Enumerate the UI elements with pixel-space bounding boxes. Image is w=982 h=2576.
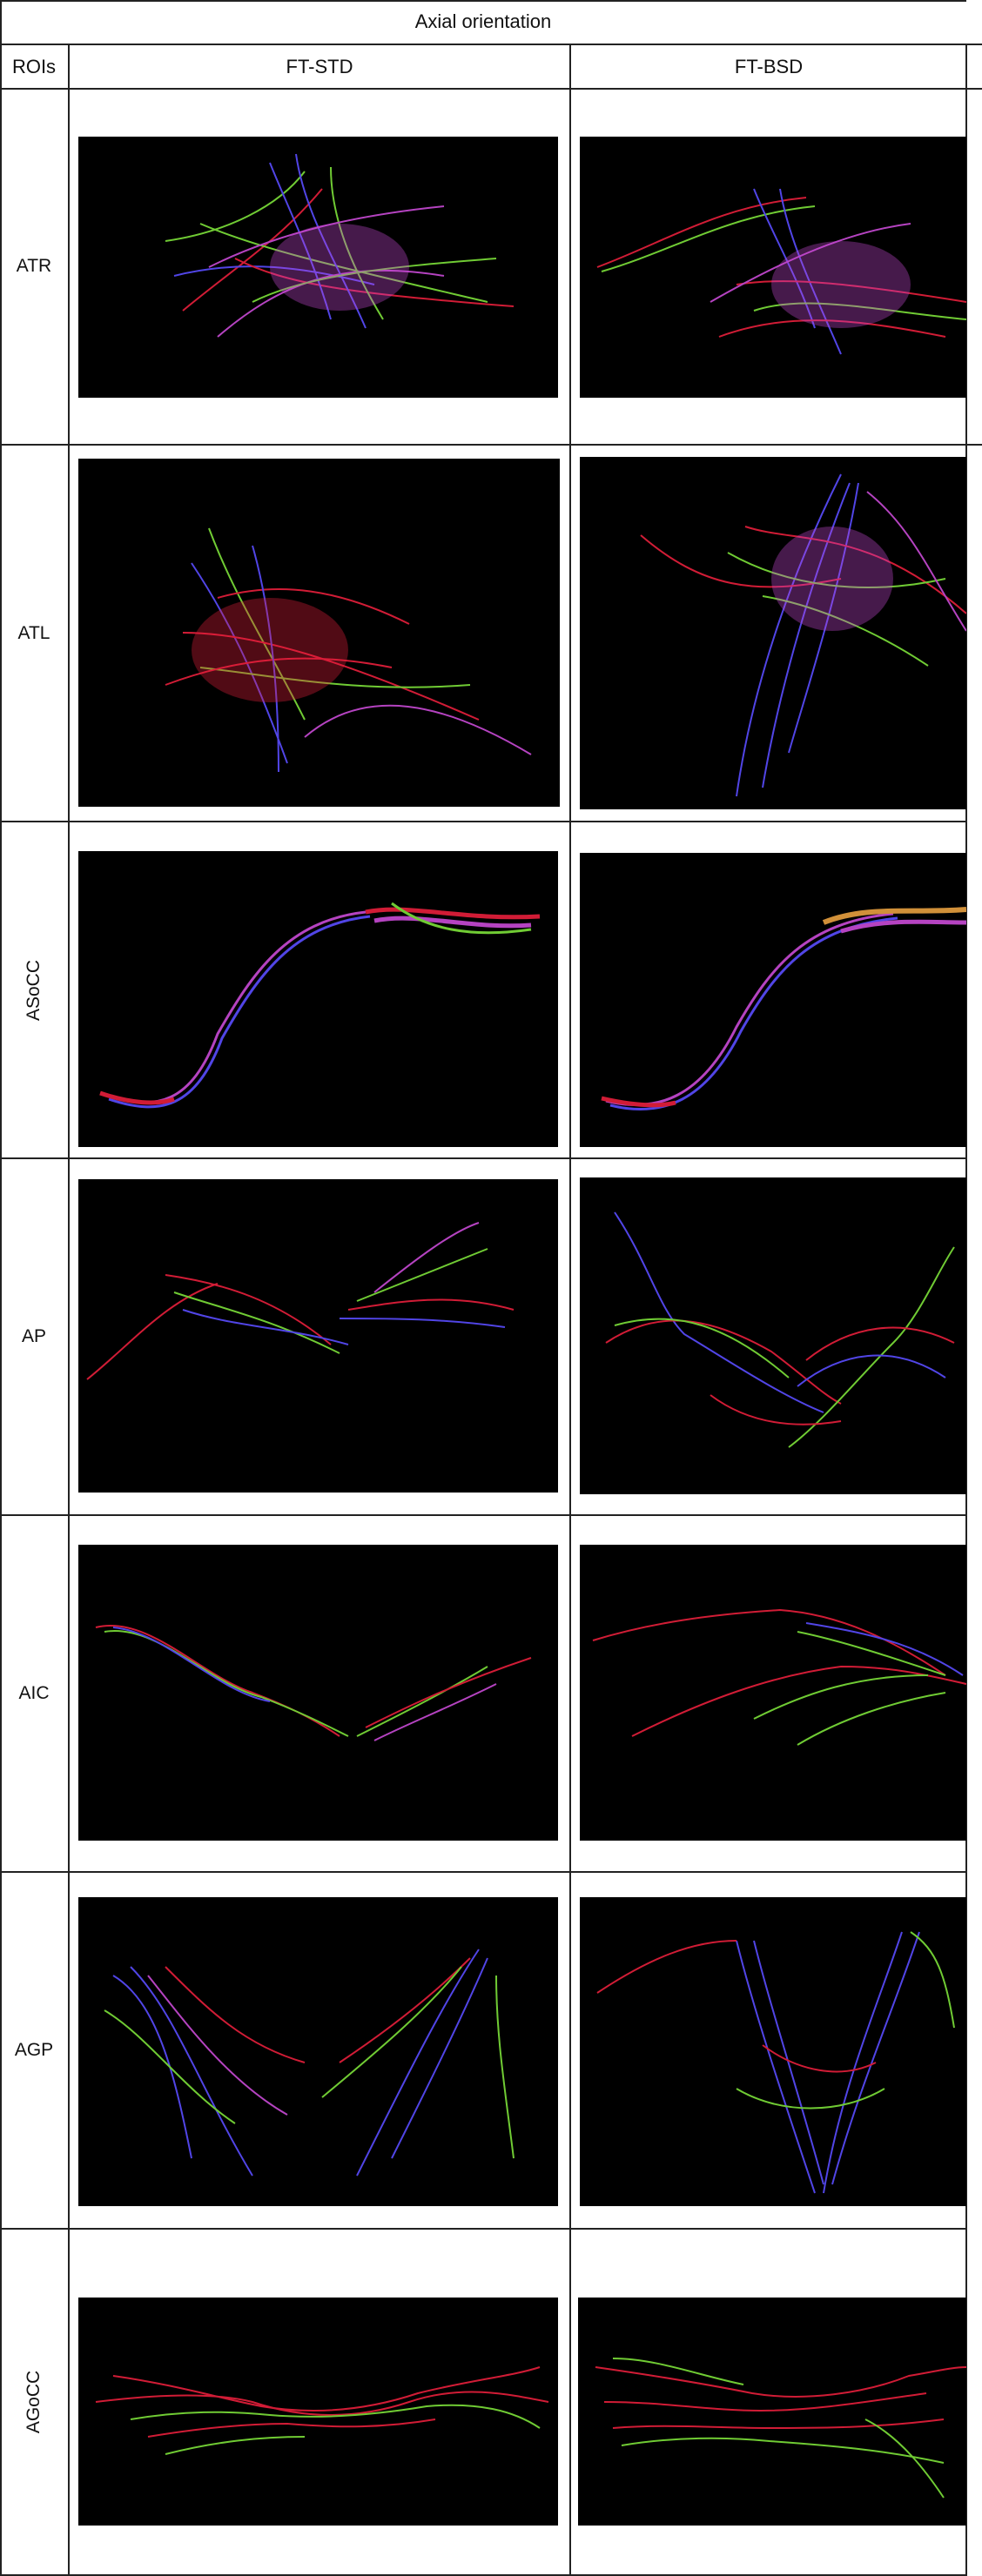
tractography-image-aic-bsd <box>580 1545 966 1841</box>
tractography-image-atl-std <box>78 459 560 807</box>
tractography-image-agp-bsd <box>580 1897 966 2206</box>
grid-line <box>0 44 982 45</box>
fiber-bundle <box>104 1949 515 2177</box>
fiber-bundle <box>592 1608 966 1746</box>
fiber-bundle <box>165 527 532 773</box>
roi-label-atl: ATL <box>17 622 50 643</box>
tractography-image-atr-std <box>78 137 558 398</box>
grid-line <box>965 44 967 2576</box>
grid-line <box>0 1157 966 1159</box>
tractography-image-atr-bsd <box>580 137 966 398</box>
fiber-bundle <box>601 907 966 1111</box>
tractography-image-asocc-bsd <box>580 853 966 1147</box>
fiber-bundle <box>95 1625 532 1741</box>
fiber-bundle <box>95 2366 549 2455</box>
fiber-bundle <box>605 1211 955 1448</box>
tractography-image-agocc-std <box>78 2298 558 2526</box>
column-header-rois: ROIs <box>11 56 57 77</box>
tractography-image-atl-bsd <box>580 457 966 809</box>
fiber-bundle <box>165 153 515 338</box>
tractography-image-agocc-bsd <box>578 2298 966 2526</box>
roi-label-agocc: AGoCC <box>23 2370 44 2434</box>
fiber-bundle <box>640 473 966 797</box>
grid-line <box>0 0 2 2576</box>
tractography-image-asocc-std <box>78 851 558 1147</box>
grid-line <box>0 0 966 2</box>
grid-line <box>0 821 966 822</box>
table-title: Axial orientation <box>414 10 552 32</box>
tractography-image-ap-bsd <box>580 1177 966 1494</box>
roi-label-atr: ATR <box>16 256 52 276</box>
roi-label-agp: AGP <box>14 2040 54 2060</box>
column-header-ft-bsd: FT-BSD <box>734 56 804 77</box>
grid-line <box>0 1871 966 1873</box>
grid-line <box>0 1514 966 1516</box>
fiber-bundle <box>595 2358 966 2499</box>
fiber-bundle <box>596 188 966 355</box>
grid-line <box>0 88 982 90</box>
fiber-bundle <box>86 1222 515 1380</box>
fiber-bundle <box>99 902 541 1109</box>
column-header-ft-std: FT-STD <box>286 56 353 77</box>
grid-line <box>569 44 571 2576</box>
grid-line <box>0 444 982 446</box>
tractography-image-aic-std <box>78 1545 558 1841</box>
tractography-image-agp-std <box>78 1897 558 2206</box>
grid-line <box>0 2228 966 2230</box>
tractography-image-ap-std <box>78 1179 558 1493</box>
grid-line <box>68 44 70 2576</box>
grid-line <box>0 2574 966 2576</box>
roi-label-ap: AP <box>21 1326 46 1346</box>
roi-label-aic: AIC <box>18 1683 50 1703</box>
roi-label-asocc: ASoCC <box>24 959 44 1021</box>
fiber-bundle <box>596 1931 955 2194</box>
